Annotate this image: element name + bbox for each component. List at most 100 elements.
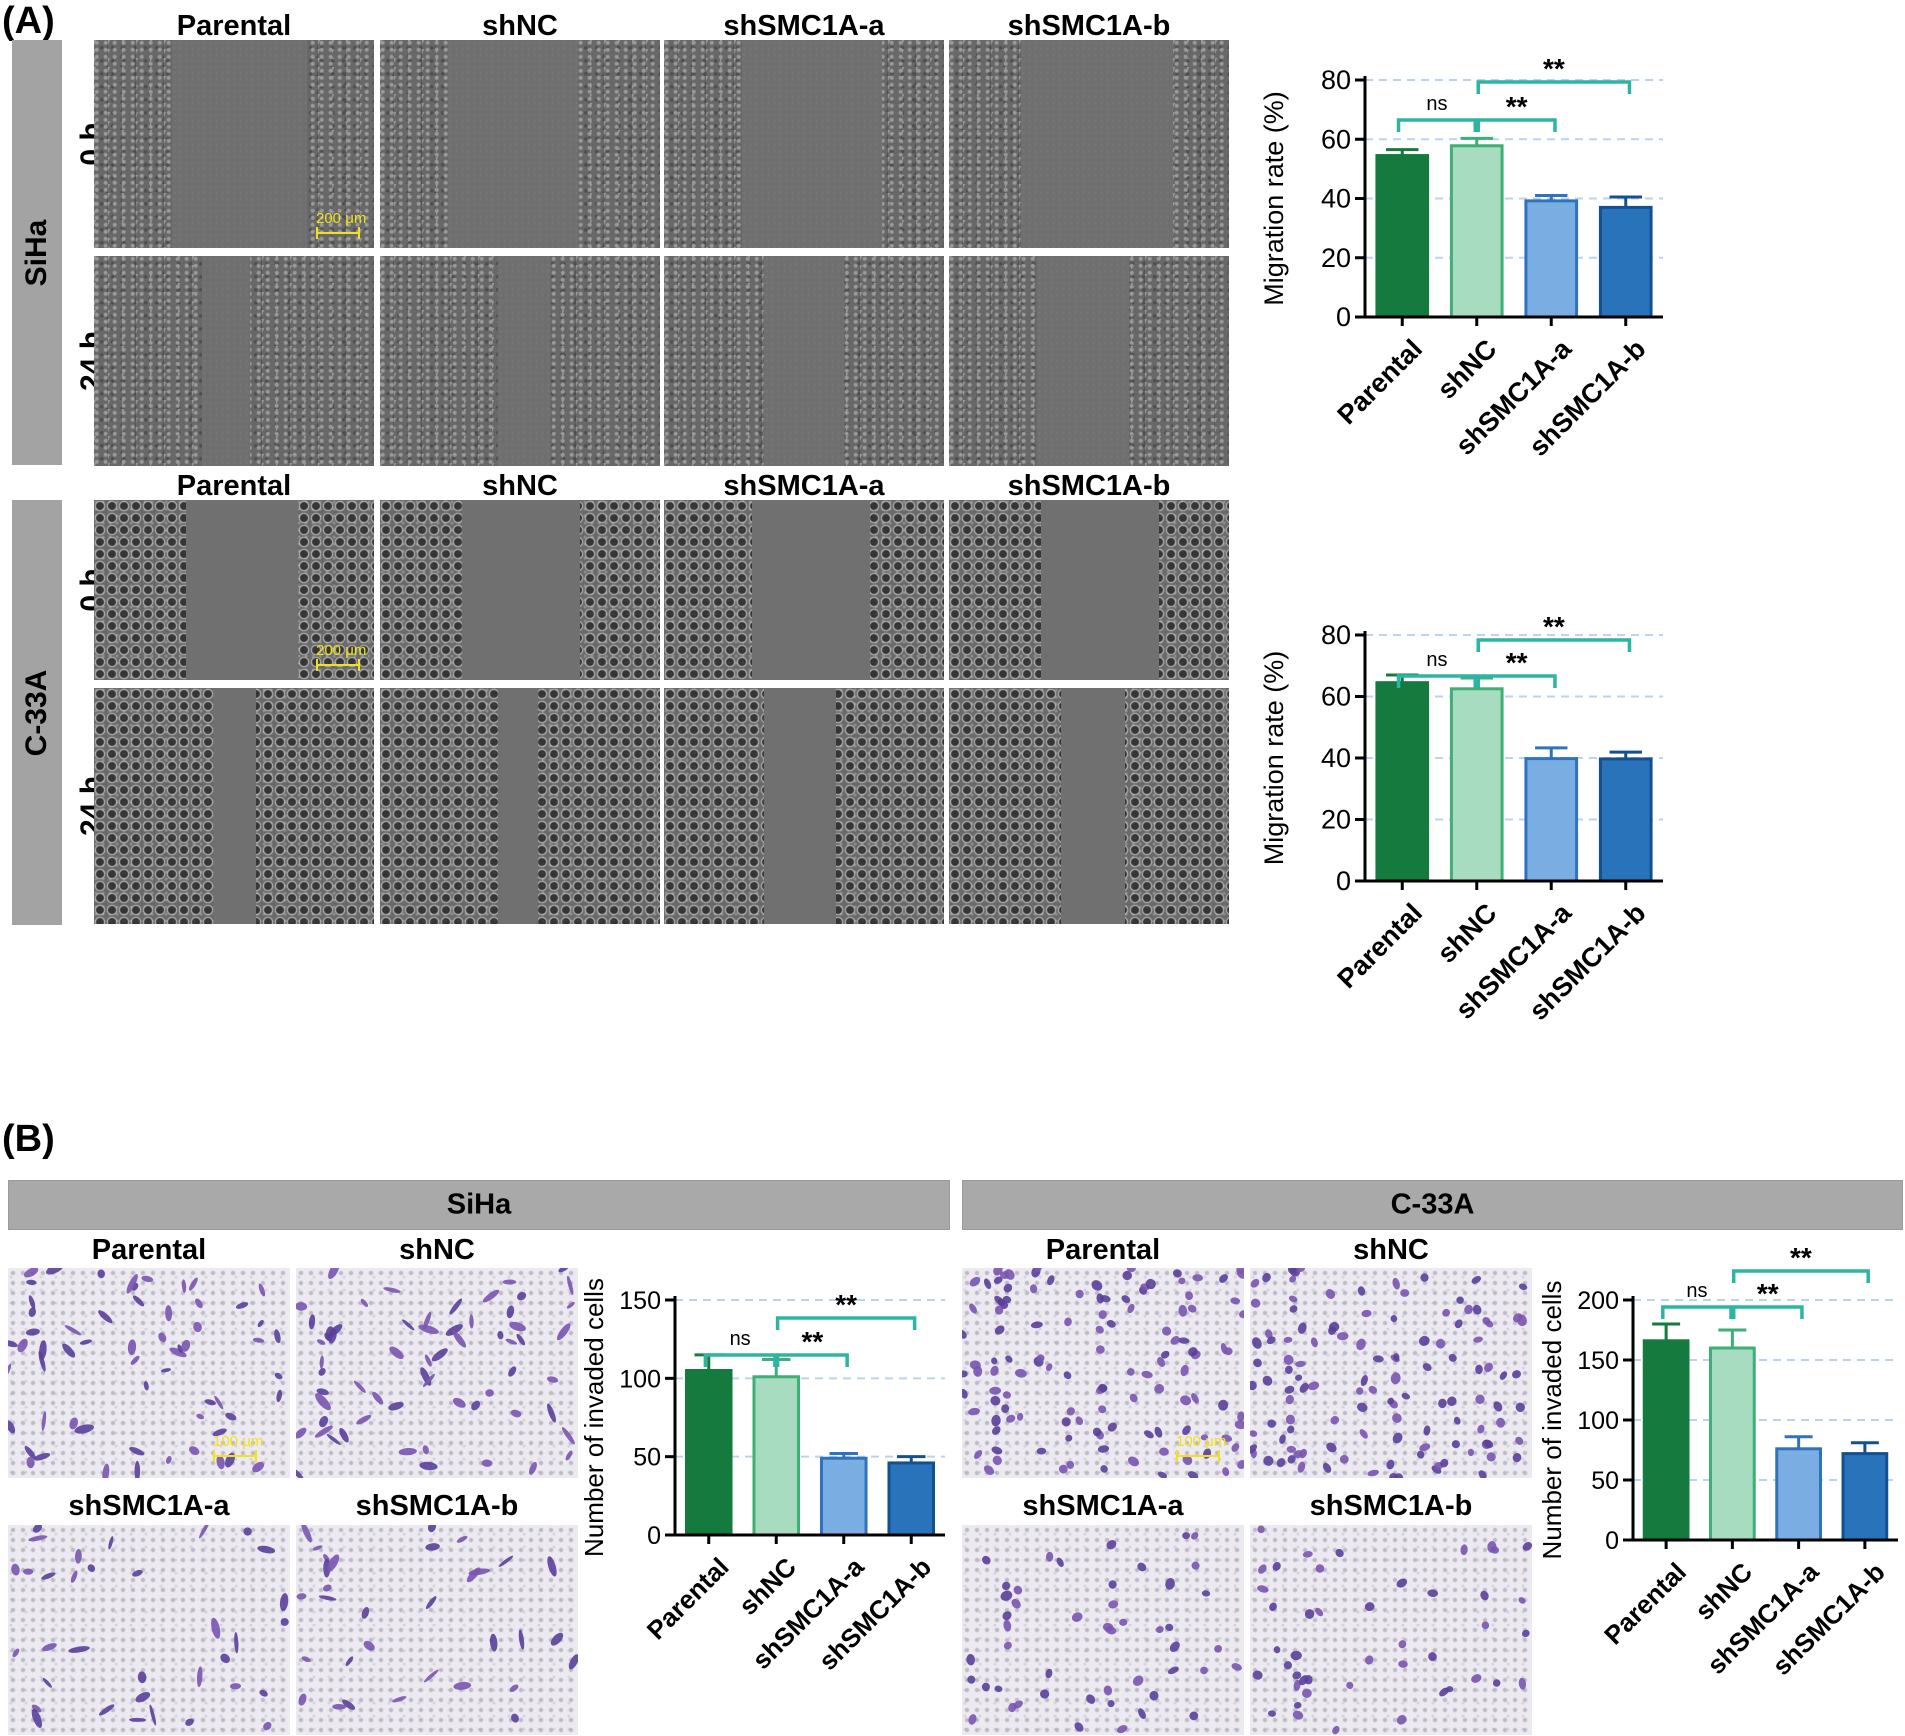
stained-cell [991, 1446, 1003, 1455]
stained-cell [1119, 1618, 1128, 1626]
stained-cell [257, 1545, 276, 1554]
stained-cell [220, 1653, 231, 1664]
stained-cell [1392, 1432, 1403, 1444]
stained-cell [1188, 1347, 1198, 1357]
stained-cell [1269, 1602, 1277, 1612]
stained-cell [1289, 1275, 1297, 1283]
stained-cell [41, 1643, 57, 1652]
significance-bracket [1476, 80, 1632, 94]
stained-cell [41, 1411, 47, 1431]
stained-cell [1477, 1424, 1485, 1434]
column-header-shsmc1a-a: shSMC1A-a [723, 10, 885, 42]
stained-cell [274, 1329, 281, 1344]
stained-cell [322, 1584, 332, 1592]
stained-cell [1182, 1455, 1193, 1465]
stained-cell [1126, 1368, 1135, 1376]
stained-cell [1075, 1416, 1084, 1425]
stained-cell [383, 1287, 401, 1293]
stained-cell [1475, 1394, 1485, 1404]
stained-cell [418, 1324, 439, 1335]
stained-cell [1427, 1589, 1439, 1598]
stained-cell [1075, 1289, 1084, 1299]
stained-cell [23, 1568, 34, 1575]
stained-cell [165, 1455, 172, 1464]
stained-cell [1475, 1364, 1483, 1375]
stained-cell [1387, 1397, 1394, 1405]
stained-cell [1106, 1320, 1116, 1328]
stained-cell [1438, 1398, 1447, 1409]
stained-cell [1250, 1380, 1257, 1391]
transwell-header-shnc: shNC [1353, 1234, 1429, 1266]
stained-cell [1296, 1268, 1305, 1273]
stained-cell [1095, 1325, 1104, 1334]
stained-cell [1472, 1304, 1482, 1315]
stained-cell [989, 1386, 1001, 1395]
x-tick-label: Parental [1598, 1557, 1692, 1651]
stained-cell [1098, 1310, 1107, 1319]
stained-cell [1460, 1544, 1468, 1556]
significance-label: ** [835, 1289, 857, 1320]
stained-cell [1332, 1725, 1340, 1735]
stained-cell [318, 1368, 326, 1376]
stained-cell [1002, 1391, 1011, 1399]
stained-cell [301, 1656, 311, 1663]
stained-cell [1045, 1363, 1053, 1372]
bar-shnc [1449, 687, 1504, 883]
stained-cell [1145, 1278, 1156, 1290]
stained-cell [1512, 1370, 1521, 1379]
stained-cell [1169, 1641, 1180, 1652]
stained-cell [196, 1413, 205, 1420]
stained-cell [502, 1279, 517, 1285]
stained-cell [135, 1692, 151, 1703]
stained-cell [296, 1427, 307, 1439]
bar-parental [1375, 681, 1430, 883]
stained-cell [1102, 1622, 1114, 1632]
stained-cell [1418, 1335, 1430, 1346]
stained-cell [102, 1463, 110, 1478]
stained-cell [556, 1323, 571, 1341]
stained-cell [1386, 1459, 1395, 1470]
stained-cell [134, 1460, 141, 1478]
y-tick-label: 20 [1321, 805, 1351, 835]
stained-cell [993, 1276, 1003, 1284]
transwell-c33a-shnc [1250, 1268, 1532, 1478]
stained-cell [129, 1446, 145, 1456]
stained-cell [323, 1558, 331, 1578]
stained-cell [547, 1403, 556, 1423]
stained-cell [181, 1339, 191, 1352]
stained-cell [1268, 1710, 1276, 1717]
micrograph-c33a-parental-24h [94, 688, 374, 924]
bar-shsmc1a-b [887, 1461, 936, 1537]
stained-cell [1454, 1319, 1463, 1329]
stained-cell [1129, 1393, 1138, 1403]
stained-cell [1107, 1700, 1115, 1708]
stained-cell [1283, 1336, 1293, 1343]
stained-cell [973, 1450, 983, 1459]
stained-cell [1339, 1454, 1349, 1464]
stained-cell [1480, 1590, 1489, 1601]
stained-cell [1045, 1668, 1053, 1679]
stained-cell [328, 1324, 343, 1337]
stained-cell [1284, 1365, 1293, 1374]
stained-cell [1013, 1700, 1023, 1709]
stained-cell [1099, 1295, 1111, 1303]
x-tick-label: Parental [1332, 898, 1429, 995]
stained-cell [252, 1461, 265, 1473]
stained-cell [169, 1347, 187, 1358]
stained-cell [1295, 1360, 1306, 1368]
stained-cell [296, 1467, 304, 1478]
stained-cell [188, 1446, 200, 1455]
y-tick-label: 0 [647, 1522, 661, 1550]
stained-cell [1001, 1581, 1011, 1591]
bar-shnc [1709, 1346, 1756, 1542]
stained-cell [1467, 1448, 1474, 1457]
stained-cell [42, 1678, 52, 1688]
significance-label: ** [1543, 611, 1565, 642]
stained-cell [509, 1321, 526, 1332]
stained-cell [1359, 1429, 1368, 1439]
stained-cell [1034, 1268, 1042, 1272]
stained-cell [126, 1274, 138, 1294]
stained-cell [1221, 1434, 1233, 1442]
stained-cell [1451, 1440, 1461, 1449]
stained-cell [1030, 1321, 1043, 1329]
